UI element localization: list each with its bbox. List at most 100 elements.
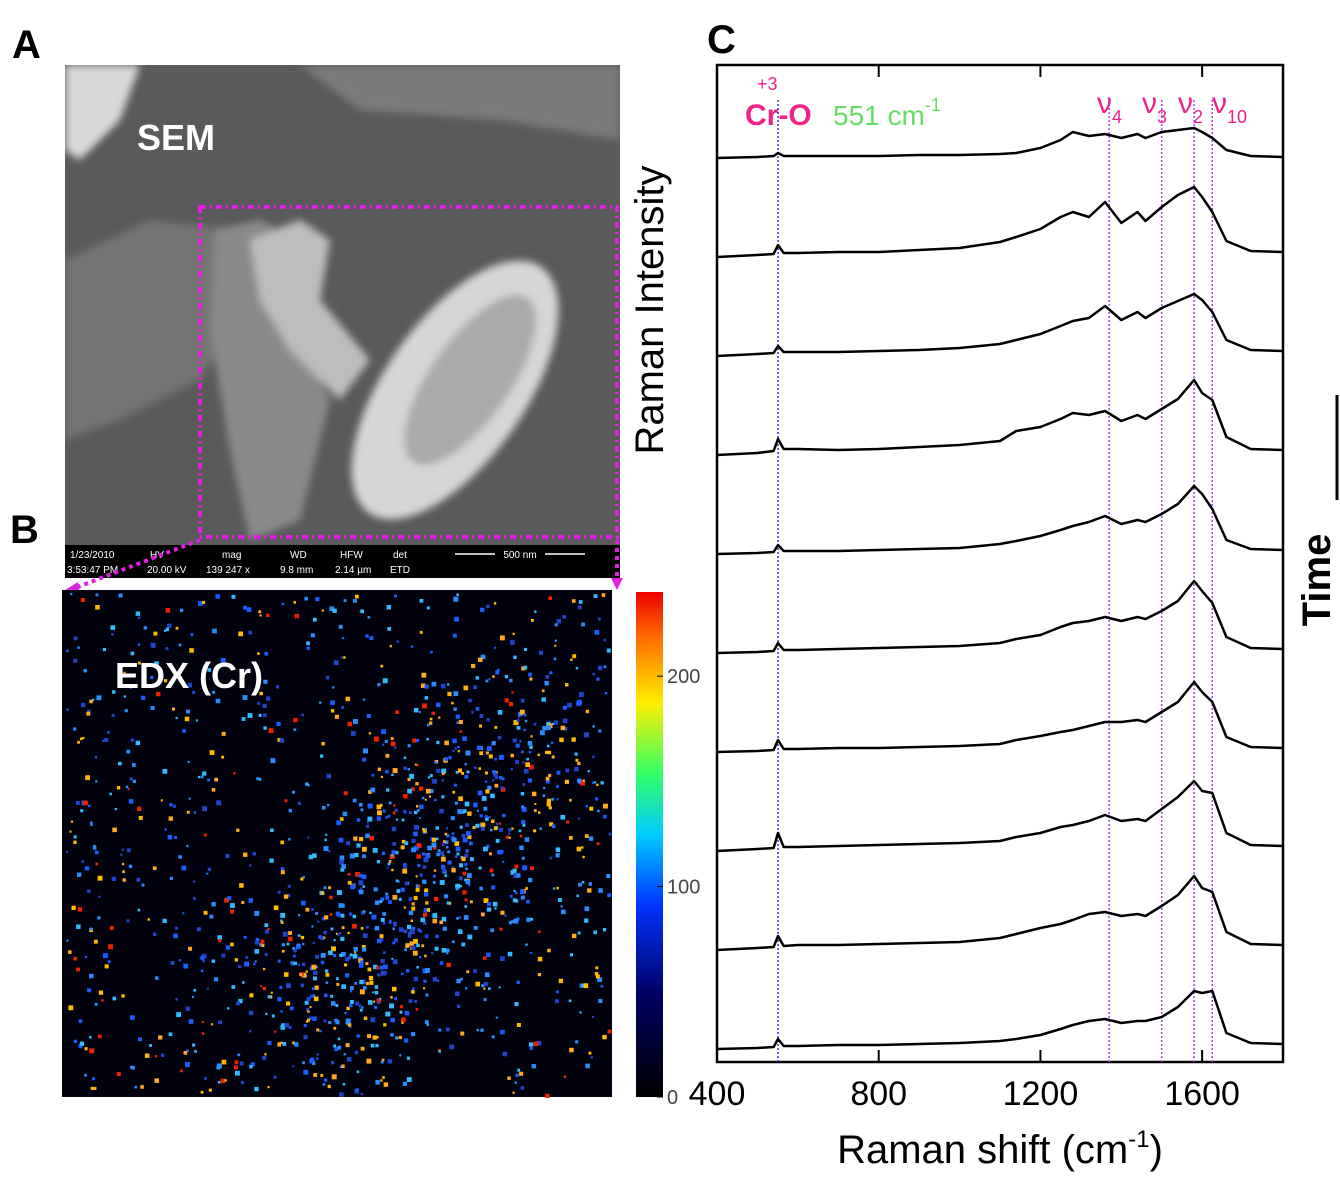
edx-dot (587, 770, 590, 773)
edx-dot (490, 928, 495, 933)
edx-dot (585, 1063, 590, 1069)
edx-dot (356, 1070, 360, 1074)
edx-dot (330, 1060, 335, 1065)
edx-dot (386, 788, 390, 792)
edx-dot (390, 996, 393, 999)
edx-dot (292, 1065, 295, 1068)
edx-dot (268, 728, 274, 734)
edx-dot (188, 946, 193, 951)
edx-dot (565, 683, 569, 687)
edx-dot (554, 639, 557, 642)
edx-dot (77, 740, 80, 744)
edx-dot (234, 1060, 239, 1065)
edx-dot (508, 828, 512, 832)
edx-dot (581, 880, 585, 884)
edx-dot (413, 824, 419, 830)
edx-dot (116, 1072, 121, 1077)
edx-dot (578, 600, 583, 604)
edx-dot (458, 719, 463, 725)
edx-dot (184, 716, 190, 722)
panel-letter: C (707, 18, 736, 62)
edx-dot (465, 879, 471, 885)
edx-dot (383, 1082, 389, 1087)
edx-dot (511, 691, 514, 694)
edx-dot (404, 1038, 409, 1043)
edx-dot (141, 695, 146, 700)
edx-dot (333, 939, 336, 942)
edx-dot (367, 1000, 373, 1005)
edx-dot (456, 917, 459, 920)
edx-dot (542, 725, 547, 731)
edx-dot (343, 656, 346, 659)
edx-dot (571, 737, 576, 742)
edx-dot (523, 768, 529, 774)
edx-dot (392, 894, 398, 900)
edx-dot (494, 726, 498, 729)
edx-dot (234, 958, 239, 962)
edx-dot (607, 893, 612, 898)
edx-dot (97, 875, 103, 881)
edx-dot (394, 938, 398, 943)
edx-dot (392, 959, 398, 965)
edx-dot (381, 1058, 385, 1062)
edx-dot (374, 991, 379, 995)
edx-dot (403, 906, 406, 909)
edx-dot (498, 822, 502, 825)
edx-dot (442, 926, 447, 931)
edx-dot (502, 1051, 508, 1057)
edx-dot (122, 878, 126, 882)
edx-dot (373, 887, 378, 892)
edx-dot (507, 951, 513, 957)
edx-dot (418, 816, 421, 820)
edx-dot (404, 841, 409, 846)
x-tick-label: 1200 (1003, 1075, 1079, 1113)
edx-dot (577, 761, 581, 766)
edx-dot (598, 888, 603, 893)
edx-dot (379, 997, 382, 1000)
edx-dot (379, 803, 383, 807)
edx-dot (446, 962, 451, 968)
edx-dot (392, 921, 397, 926)
edx-dot (293, 948, 297, 953)
edx-dot (461, 772, 465, 775)
edx-dot (350, 731, 356, 736)
edx-dot (374, 985, 379, 989)
edx-dot (102, 648, 107, 652)
edx-dot (475, 823, 480, 828)
edx-dot (155, 976, 159, 980)
edx-dot (435, 934, 439, 939)
edx-dot (335, 977, 339, 981)
edx-dot (122, 870, 125, 873)
edx-dot (262, 703, 267, 708)
edx-dot (483, 981, 488, 987)
edx-dot (170, 960, 175, 965)
edx-dot (547, 750, 552, 755)
edx-dot (337, 1045, 342, 1050)
edx-dot (477, 809, 480, 812)
edx-dot (546, 744, 550, 748)
edx-dot (367, 1034, 372, 1039)
edx-dot (149, 1044, 152, 1047)
edx-dot (330, 1001, 336, 1006)
edx-dot (441, 843, 445, 847)
info-text: WD (290, 550, 307, 561)
edx-dot (570, 658, 573, 661)
edx-dot (436, 979, 440, 983)
edx-dot (93, 1086, 97, 1090)
edx-dot (420, 683, 426, 688)
edx-dot (123, 671, 126, 674)
edx-dot (510, 753, 514, 758)
edx-dot (424, 1020, 429, 1024)
edx-dot (396, 640, 399, 643)
edx-dot (391, 957, 394, 960)
edx-dot (374, 900, 380, 905)
edx-dot (480, 607, 485, 613)
colorbar (636, 592, 663, 1097)
edx-dot (525, 762, 530, 767)
edx-dot (120, 853, 123, 856)
edx-dot (392, 842, 396, 846)
edx-dot (447, 850, 451, 854)
edx-dot (452, 940, 455, 944)
edx-dot (249, 864, 252, 867)
edx-dot (488, 677, 491, 681)
